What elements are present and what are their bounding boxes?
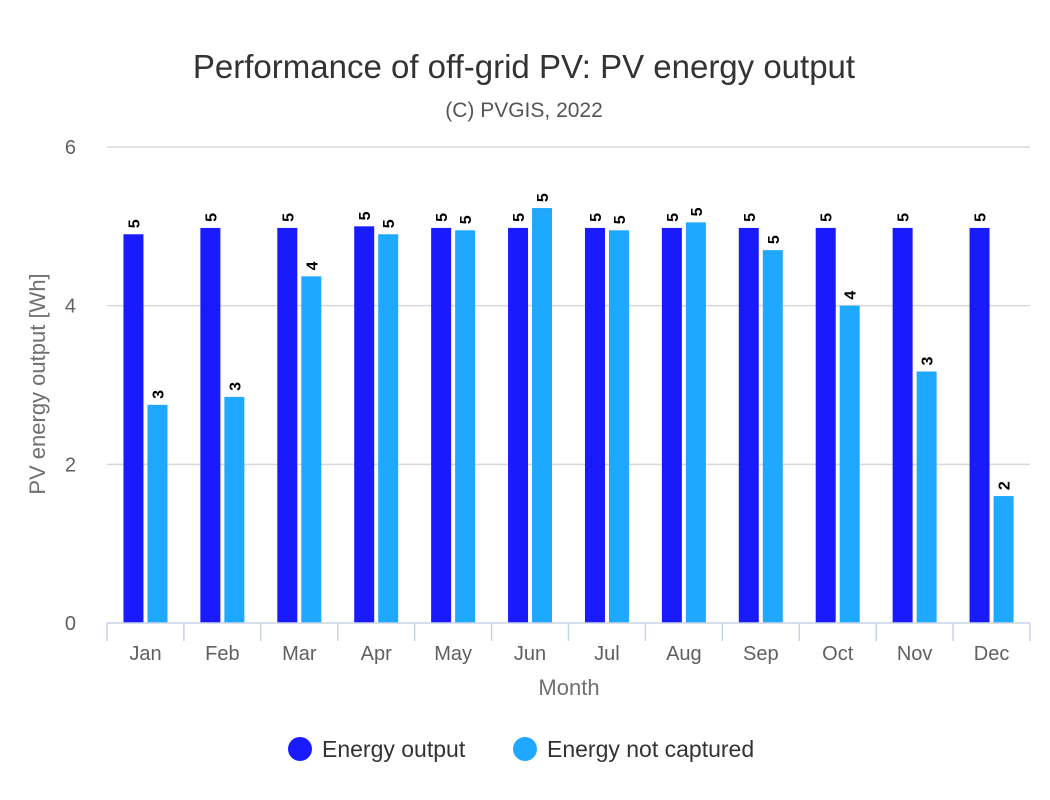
data-label: 5 <box>689 207 706 216</box>
chart-subtitle: (C) PVGIS, 2022 <box>445 99 603 122</box>
data-label: 5 <box>896 213 913 222</box>
y-tick-label: 4 <box>65 296 76 318</box>
bar-energy-not-captured[interactable] <box>532 208 553 623</box>
x-tick-label: Oct <box>822 643 854 665</box>
legend-marker <box>288 737 312 761</box>
bar-energy-not-captured[interactable] <box>455 230 476 624</box>
bars[interactable] <box>123 208 1014 624</box>
legend-label: Energy output <box>322 736 466 762</box>
bar-energy-output[interactable] <box>661 227 682 624</box>
bar-energy-not-captured[interactable] <box>301 276 322 623</box>
bar-energy-not-captured[interactable] <box>916 371 937 623</box>
bar-energy-output[interactable] <box>431 227 452 624</box>
x-tick-label: Jan <box>129 643 161 665</box>
x-tick-label: Dec <box>974 643 1010 665</box>
data-label: 5 <box>357 211 374 220</box>
bar-energy-output[interactable] <box>277 227 298 624</box>
data-label: 5 <box>511 213 528 222</box>
bar-energy-not-captured[interactable] <box>608 230 629 624</box>
bar-energy-output[interactable] <box>738 227 759 624</box>
bar-energy-output[interactable] <box>508 227 529 624</box>
bar-energy-output[interactable] <box>584 227 605 624</box>
data-label: 2 <box>997 481 1014 490</box>
bar-energy-output[interactable] <box>200 227 221 624</box>
y-axis: 0 2 4 6 <box>65 137 76 635</box>
bar-energy-not-captured[interactable] <box>224 396 245 623</box>
x-tick-label: Mar <box>282 643 317 665</box>
data-label: 5 <box>203 213 220 222</box>
data-label: 5 <box>766 235 783 244</box>
bar-energy-output[interactable] <box>815 227 836 624</box>
legend-label: Energy not captured <box>547 736 754 762</box>
bar-energy-not-captured[interactable] <box>839 305 860 623</box>
y-tick-label: 0 <box>65 613 76 635</box>
x-tick-label: Feb <box>205 643 239 665</box>
data-label: 5 <box>612 215 629 224</box>
legend-item-energy-output[interactable]: Energy output <box>288 736 466 762</box>
data-label: 5 <box>126 219 143 228</box>
grid-lines <box>107 146 1030 466</box>
data-label: 4 <box>304 261 321 270</box>
x-axis: Jan Feb Mar Apr May Jun Jul Aug Sep Oct Nov Dec <box>106 622 1031 665</box>
data-label: 5 <box>665 213 682 222</box>
data-label: 5 <box>742 213 759 222</box>
data-label: 5 <box>588 213 605 222</box>
data-label: 3 <box>227 382 244 391</box>
bar-energy-output[interactable] <box>354 226 375 624</box>
x-tick-label: Sep <box>743 643 779 665</box>
bar-energy-not-captured[interactable] <box>378 234 399 623</box>
x-tick-label: May <box>434 643 472 665</box>
data-label: 5 <box>381 219 398 228</box>
data-label: 3 <box>150 390 167 399</box>
bar-energy-not-captured[interactable] <box>762 250 783 623</box>
x-tick-label: Jul <box>594 643 620 665</box>
legend[interactable]: Energy output Energy not captured <box>288 736 754 762</box>
data-label: 4 <box>843 291 860 300</box>
chart-title: Performance of off-grid PV: PV energy ou… <box>193 48 855 85</box>
legend-item-energy-not-captured[interactable]: Energy not captured <box>513 736 754 762</box>
data-label: 5 <box>458 215 475 224</box>
y-axis-title: PV energy output [Wh] <box>25 273 50 494</box>
bar-energy-not-captured[interactable] <box>685 222 706 623</box>
bar-energy-output[interactable] <box>123 234 144 623</box>
x-axis-title: Month <box>538 675 599 700</box>
x-tick-label: Aug <box>666 643 702 665</box>
bar-energy-not-captured[interactable] <box>147 404 168 623</box>
data-label: 5 <box>535 193 552 202</box>
bar-energy-not-captured[interactable] <box>993 496 1014 623</box>
x-tick-label: Jun <box>514 643 546 665</box>
legend-marker <box>513 737 537 761</box>
x-tick-label: Nov <box>897 643 933 665</box>
x-tick-label: Apr <box>361 643 392 665</box>
data-label: 5 <box>819 213 836 222</box>
data-label: 3 <box>920 357 937 366</box>
y-tick-label: 2 <box>65 454 76 476</box>
bar-energy-output[interactable] <box>892 227 913 624</box>
data-label: 5 <box>434 213 451 222</box>
y-tick-label: 6 <box>65 137 76 159</box>
data-label: 5 <box>973 213 990 222</box>
data-label: 5 <box>280 213 297 222</box>
bar-energy-output[interactable] <box>969 227 990 624</box>
